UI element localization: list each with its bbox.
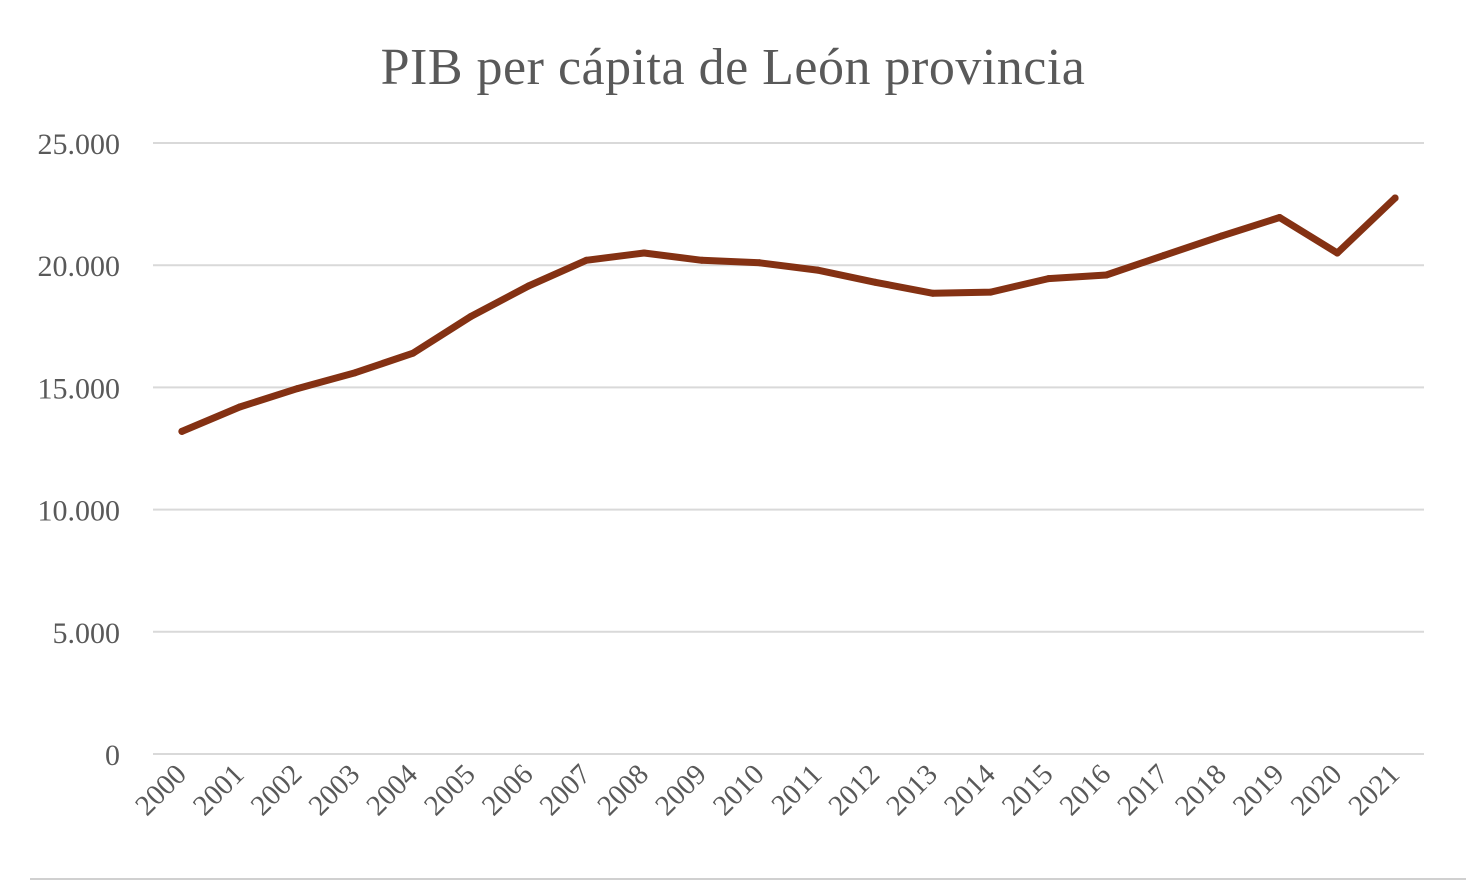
x-tick-label: 2013 — [880, 758, 944, 822]
x-tick-label: 2014 — [938, 758, 1002, 822]
data-point — [871, 278, 879, 286]
x-tick-label: 2019 — [1227, 758, 1291, 822]
x-tick-label: 2003 — [303, 758, 367, 822]
x-tick-label: 2012 — [822, 758, 886, 822]
x-tick-label: 2015 — [996, 758, 1060, 822]
data-point — [756, 259, 764, 267]
x-tick-label: 2016 — [1054, 758, 1118, 822]
y-tick-label: 10.000 — [38, 495, 121, 528]
data-point — [351, 369, 359, 377]
data-point — [1160, 251, 1168, 259]
data-point — [409, 349, 417, 357]
data-point — [929, 289, 937, 297]
x-tick-label: 2006 — [476, 758, 540, 822]
series-line — [178, 194, 1399, 435]
y-tick-label: 15.000 — [38, 372, 121, 405]
x-tick-label: 2002 — [245, 758, 309, 822]
data-point — [178, 427, 186, 435]
x-tick-label: 2018 — [1169, 758, 1233, 822]
data-point — [582, 256, 590, 264]
x-tick-label: 2021 — [1342, 758, 1406, 822]
chart-title: PIB per cápita de León provincia — [380, 39, 1086, 96]
data-point — [640, 249, 648, 257]
y-tick-label: 20.000 — [38, 250, 121, 283]
y-tick-label: 25.000 — [38, 128, 121, 161]
x-tick-label: 2020 — [1285, 758, 1349, 822]
data-point — [1333, 249, 1341, 257]
data-point — [1045, 275, 1052, 283]
y-tick-label: 5.000 — [53, 617, 121, 650]
data-point — [236, 403, 244, 411]
x-tick-label: 2004 — [360, 758, 424, 822]
x-tick-label: 2009 — [649, 758, 713, 822]
x-tick-label: 2000 — [129, 758, 193, 822]
x-tick-label: 2017 — [1111, 758, 1175, 822]
data-point — [1218, 232, 1226, 240]
data-point — [293, 385, 301, 393]
y-tick-label: 0 — [105, 739, 120, 772]
data-point — [1391, 194, 1399, 202]
data-point — [698, 256, 706, 264]
x-tick-label: 2001 — [187, 758, 251, 822]
x-tick-label: 2011 — [765, 758, 828, 821]
data-point — [987, 288, 995, 296]
data-point — [813, 266, 821, 274]
data-point — [525, 282, 532, 290]
data-point — [1276, 214, 1284, 221]
x-tick-label: 2010 — [707, 758, 771, 822]
x-tick-label: 2007 — [534, 758, 598, 822]
bottom-divider — [30, 878, 1466, 880]
data-point — [1102, 271, 1110, 279]
x-tick-label: 2005 — [418, 758, 482, 822]
x-tick-label: 2008 — [591, 758, 655, 822]
data-point — [467, 313, 475, 320]
